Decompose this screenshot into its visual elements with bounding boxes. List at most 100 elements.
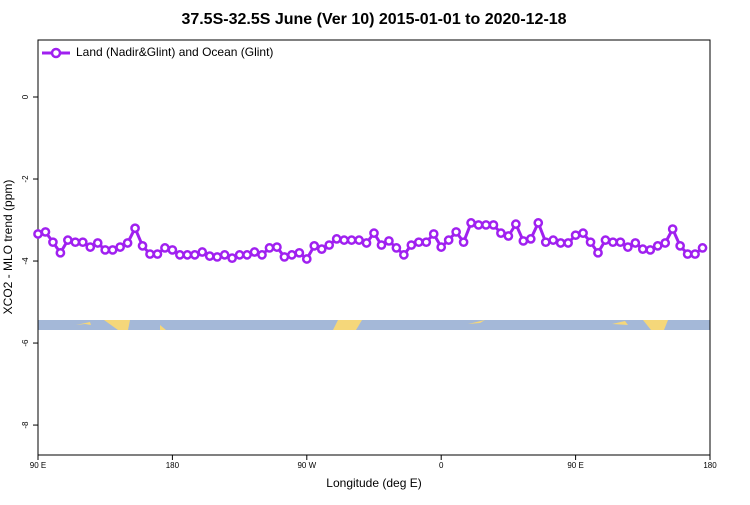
- data-point: [630, 238, 641, 248]
- data-point: [533, 218, 544, 228]
- data-point: [33, 229, 43, 239]
- data-point: [645, 245, 656, 255]
- legend-label: Land (Nadir&Glint) and Ocean (Glint): [76, 45, 273, 59]
- data-point: [175, 250, 185, 260]
- data-point: [167, 245, 178, 255]
- data-point: [85, 242, 96, 252]
- data-point: [115, 242, 125, 252]
- data-point: [264, 243, 275, 253]
- data-point: [421, 237, 432, 248]
- data-point: [249, 247, 260, 257]
- data-point: [197, 247, 208, 257]
- data-point: [130, 223, 140, 234]
- data-point: [623, 242, 633, 252]
- data-point: [436, 242, 447, 252]
- data-point: [77, 237, 88, 248]
- data-point: [496, 228, 506, 238]
- data-point: [540, 237, 551, 248]
- x-tick-label: 90 W: [297, 461, 316, 470]
- data-point: [690, 249, 700, 259]
- chart-title: 37.5S-32.5S June (Ver 10) 2015-01-01 to …: [181, 11, 566, 28]
- data-point: [637, 244, 648, 254]
- data-point: [63, 235, 73, 245]
- x-tick-label: 180: [703, 461, 717, 470]
- x-tick-label: 180: [166, 461, 180, 470]
- data-point: [682, 249, 693, 259]
- data-point: [316, 244, 327, 254]
- data-point: [40, 227, 51, 237]
- data-point: [458, 237, 469, 248]
- data-point: [339, 235, 349, 245]
- data-point: [48, 237, 58, 248]
- y-axis-label: XCO2 - MLO trend (ppm): [1, 180, 15, 315]
- data-point: [451, 227, 461, 237]
- data-point: [257, 250, 267, 260]
- data-point: [55, 247, 66, 258]
- data-point: [652, 241, 663, 251]
- data-point: [511, 219, 521, 229]
- x-tick-label: 90 E: [30, 461, 46, 470]
- data-point: [488, 220, 499, 230]
- data-point: [145, 249, 155, 259]
- data-point: [660, 238, 671, 248]
- y-tick-label: -8: [21, 421, 30, 429]
- data-point: [227, 253, 237, 264]
- data-point: [354, 235, 364, 245]
- data-point: [234, 250, 245, 260]
- data-point: [324, 240, 335, 250]
- y-tick-label: -6: [21, 339, 30, 347]
- data-point: [399, 250, 409, 260]
- data-point: [189, 250, 200, 260]
- data-point: [600, 235, 611, 245]
- data-point: [107, 245, 118, 255]
- data-point: [518, 236, 529, 246]
- data-point: [563, 238, 573, 248]
- data-point: [503, 231, 514, 241]
- y-tick-label: -4: [21, 257, 30, 265]
- data-point: [525, 234, 536, 244]
- data-point: [369, 228, 379, 238]
- data-point: [675, 241, 685, 251]
- data-point: [346, 235, 357, 245]
- x-tick-label: 90 E: [567, 461, 583, 470]
- data-point: [391, 243, 402, 253]
- data-point: [473, 220, 484, 230]
- data-point: [428, 229, 439, 239]
- data-point: [608, 237, 618, 248]
- data-point: [697, 243, 708, 253]
- data-point: [122, 238, 133, 248]
- data-point: [279, 252, 290, 262]
- data-point: [406, 240, 417, 250]
- data-point: [287, 250, 297, 260]
- data-point: [361, 238, 372, 248]
- x-tick-label: 0: [439, 461, 444, 470]
- data-point: [376, 240, 387, 250]
- data-point: [272, 242, 282, 252]
- data-point: [137, 241, 148, 251]
- data-point: [481, 220, 491, 230]
- data-point: [294, 247, 305, 258]
- data-point: [204, 251, 215, 261]
- data-point: [570, 230, 581, 241]
- data-point: [219, 250, 230, 260]
- data-point: [309, 241, 320, 251]
- legend: Land (Nadir&Glint) and Ocean (Glint): [42, 45, 273, 59]
- y-tick-label: -2: [21, 175, 30, 183]
- data-point: [242, 250, 252, 260]
- data-point: [100, 245, 111, 255]
- data-point: [160, 243, 170, 253]
- data-point: [615, 237, 626, 248]
- data-point: [593, 247, 603, 258]
- data-point: [578, 228, 588, 238]
- data-point: [70, 237, 81, 248]
- data-point: [585, 237, 596, 248]
- map-strip: [38, 320, 710, 330]
- data-point: [413, 237, 424, 248]
- x-axis-label: Longitude (deg E): [326, 476, 421, 490]
- data-point: [667, 224, 678, 234]
- data-point: [301, 254, 312, 264]
- data-point: [443, 235, 454, 245]
- data-point: [182, 250, 193, 260]
- data-point: [212, 252, 223, 262]
